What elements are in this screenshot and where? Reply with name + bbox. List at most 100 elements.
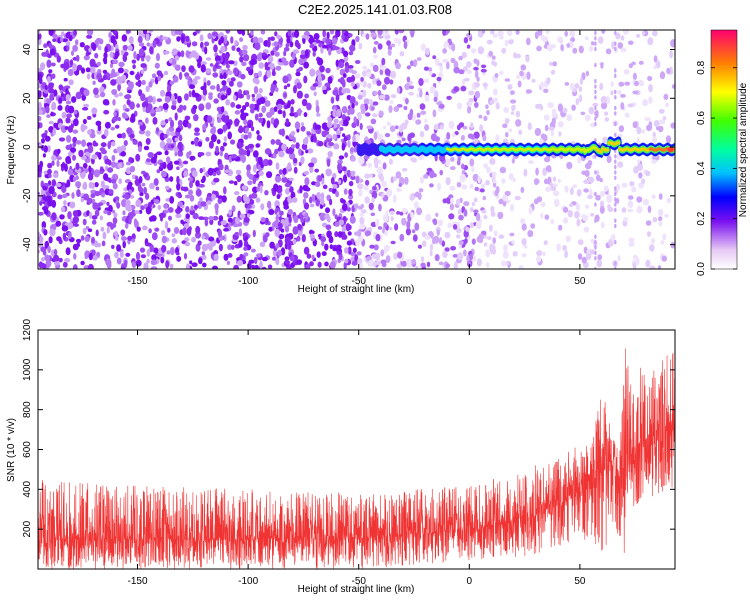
spectrogram-cell xyxy=(166,250,171,255)
spectrogram-cell xyxy=(151,232,158,241)
spectrogram-cell xyxy=(374,252,381,261)
spectrogram-cell xyxy=(411,229,416,234)
spectrogram-cell xyxy=(193,114,199,122)
spectrogram-cell xyxy=(230,139,236,145)
snr-y-tick-label: 400 xyxy=(22,481,33,498)
spectrogram-artifact-cell xyxy=(614,154,617,159)
spectrogram-cell xyxy=(205,102,212,110)
spectrogram-cell xyxy=(335,190,340,198)
spectrogram-cell xyxy=(146,248,151,257)
spectrogram-cell xyxy=(164,221,169,230)
spectrogram-cell xyxy=(52,127,57,136)
spectrogram-cell xyxy=(671,84,675,89)
spectrogram-cell xyxy=(116,244,122,252)
spectrogram-cell xyxy=(423,174,429,179)
spectrogram-cell xyxy=(213,253,219,262)
spectrogram-cell xyxy=(309,68,316,77)
spectrogram-cell xyxy=(336,250,342,255)
spectrogram-cell xyxy=(145,85,150,93)
spectrogram-cell xyxy=(313,135,317,143)
spectrogram-cell xyxy=(627,195,634,200)
spectrogram-cell xyxy=(251,126,255,132)
spectrogram-cell xyxy=(247,180,253,186)
spectrogram-marks xyxy=(38,30,675,269)
spectrogram-artifact-cell xyxy=(614,186,617,191)
spectrogram-cell xyxy=(150,109,155,114)
spectrogram-cell xyxy=(137,121,144,126)
spectrogram-cell xyxy=(75,175,79,181)
spectrogram-cell xyxy=(313,33,320,40)
spectrogram-cell xyxy=(82,218,87,226)
spectrogram-cell xyxy=(331,37,338,45)
spectrogram-cell xyxy=(334,231,339,238)
spectrogram-cell xyxy=(68,79,74,86)
spectrogram-cell xyxy=(641,178,645,185)
spectrogram-cell xyxy=(338,62,345,69)
spectrogram-cell xyxy=(540,201,546,207)
spectrogram-cell xyxy=(416,93,420,98)
spectrogram-cell xyxy=(250,107,255,114)
spectrogram-cell xyxy=(426,167,433,172)
spectrogram-cell xyxy=(595,174,601,182)
spectrogram-cell xyxy=(85,226,90,230)
spectrogram-cell xyxy=(48,69,53,74)
spectrogram-cell xyxy=(163,133,168,139)
spectrogram-cell xyxy=(48,82,55,87)
spectrogram-cell xyxy=(600,62,604,69)
spectrogram-cell xyxy=(108,31,112,39)
spectrogram-cell xyxy=(474,90,481,99)
spectrogram-cell xyxy=(188,189,193,196)
spectrogram-cell xyxy=(304,212,309,221)
spectrogram-cell xyxy=(541,36,549,42)
spectrogram-cell xyxy=(47,76,51,83)
spectrogram-cell xyxy=(664,213,669,218)
spectrogram-cell xyxy=(359,212,364,217)
spectrogram-cell xyxy=(597,254,603,261)
spectrogram-x-axis-label: Height of straight line (km) xyxy=(298,284,415,295)
spectrogram-cell xyxy=(393,252,398,260)
spectrogram-cell xyxy=(543,178,549,185)
spectrogram-cell xyxy=(389,79,394,85)
spectrogram-cell xyxy=(578,45,584,54)
spectrogram-cell xyxy=(338,219,345,226)
spectrogram-cell xyxy=(51,160,55,166)
spectrogram-cell xyxy=(292,49,300,54)
spectrogram-cell xyxy=(86,34,93,39)
spectrogram-cell xyxy=(145,137,151,145)
spectrogram-cell xyxy=(390,70,397,79)
spectrogram-cell xyxy=(148,228,152,234)
spectrogram-cell xyxy=(100,226,105,232)
spectrogram-cell xyxy=(499,70,504,76)
spectrogram-cell xyxy=(241,30,246,36)
spectrogram-cell xyxy=(70,147,77,153)
spectrogram-cell xyxy=(117,83,121,92)
spectrogram-cell xyxy=(389,210,395,216)
spectrogram-cell xyxy=(413,59,418,66)
spectrogram-cell xyxy=(653,120,660,128)
spectrogram-cell xyxy=(474,70,479,79)
spectrogram-cell xyxy=(512,178,516,183)
spectrogram-cell xyxy=(205,57,212,61)
spectrogram-cell xyxy=(590,212,595,217)
spectrogram-cell xyxy=(419,131,425,138)
spectrogram-cell xyxy=(393,106,400,112)
spectrogram-cell xyxy=(109,51,114,58)
spectrogram-cell xyxy=(647,205,652,213)
spectrogram-cell xyxy=(486,236,492,241)
spectrogram-cell xyxy=(585,70,590,77)
spectrogram-cell xyxy=(220,145,225,152)
spectrogram-cell xyxy=(304,177,310,186)
spectrogram-cell xyxy=(316,251,321,258)
spectrogram-cell xyxy=(63,200,67,206)
spectrogram-cell xyxy=(58,137,66,142)
spectrogram-cell xyxy=(356,118,360,127)
spectrogram-cell xyxy=(457,252,464,261)
spectrogram-cell xyxy=(393,176,397,182)
spectrogram-cell xyxy=(350,81,355,87)
spectrogram-cell xyxy=(286,37,291,44)
spectrogram-cell xyxy=(132,64,136,70)
spectrogram-cell xyxy=(166,137,173,144)
spectrogram-cell xyxy=(471,238,476,245)
spectrogram-cell xyxy=(75,238,82,244)
spectrogram-cell xyxy=(463,66,468,72)
